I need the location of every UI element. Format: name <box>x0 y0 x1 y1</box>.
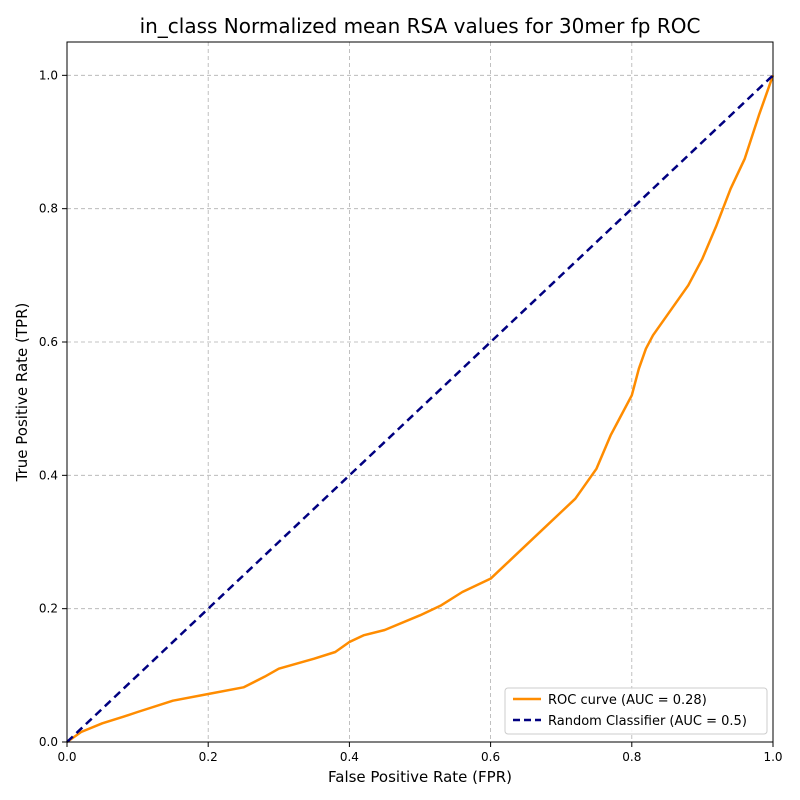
random-classifier-line <box>66 74 774 743</box>
y-tick-label: 1.0 <box>39 68 58 82</box>
x-axis: 0.0 0.2 0.4 0.6 0.8 1.0 <box>57 742 783 764</box>
x-tick-label: 0.4 <box>340 750 359 764</box>
legend-label-random: Random Classifier (AUC = 0.5) <box>548 714 747 729</box>
legend-label-roc: ROC curve (AUC = 0.28) <box>548 693 707 708</box>
x-tick-label: 0.6 <box>481 750 500 764</box>
y-tick-label: 0.2 <box>39 602 58 616</box>
roc-curve-line <box>66 74 775 744</box>
y-axis-label: True Positive Rate (TPR) <box>13 303 31 483</box>
legend-box <box>504 687 768 735</box>
series-layer <box>66 74 775 744</box>
y-axis: 0.0 0.2 0.4 0.6 0.8 1.0 <box>39 68 67 749</box>
legend: ROC curve (AUC = 0.28) Random Classifier… <box>504 687 768 735</box>
y-tick-label: 0.8 <box>39 202 58 216</box>
plot-frame <box>66 41 774 743</box>
x-tick-label: 0.2 <box>199 750 218 764</box>
chart-title: in_class Normalized mean RSA values for … <box>140 14 701 38</box>
x-tick-label: 0.0 <box>57 750 76 764</box>
y-tick-label: 0.6 <box>39 335 58 349</box>
y-tick-label: 0.0 <box>39 735 58 749</box>
y-tick-label: 0.4 <box>39 468 58 482</box>
x-tick-label: 1.0 <box>763 750 782 764</box>
x-tick-label: 0.8 <box>622 750 641 764</box>
x-axis-label: False Positive Rate (FPR) <box>328 768 512 786</box>
